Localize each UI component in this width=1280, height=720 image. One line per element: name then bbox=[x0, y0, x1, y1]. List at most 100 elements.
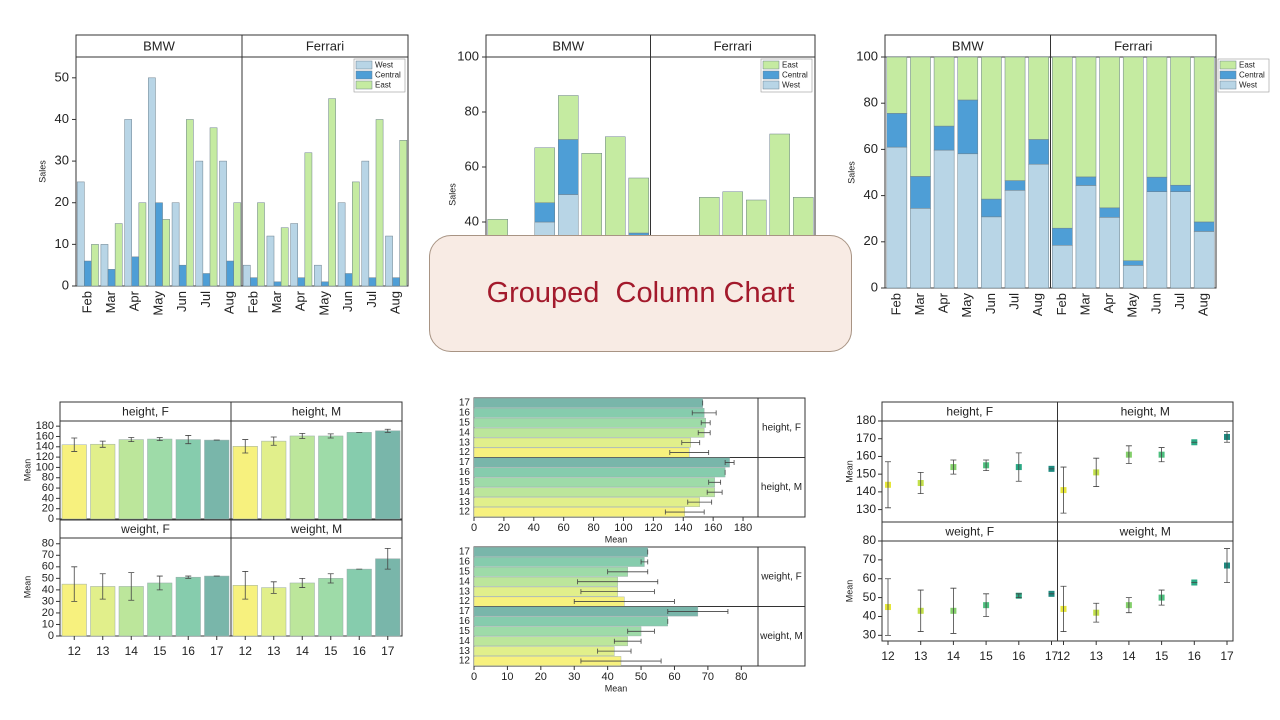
y-axis-label: Mean bbox=[22, 459, 32, 482]
y-tick-label: 140 bbox=[36, 441, 54, 453]
x-tick-label: 140 bbox=[674, 522, 692, 534]
error-bar bbox=[128, 437, 135, 443]
x-tick-label: 80 bbox=[735, 671, 747, 683]
bar bbox=[473, 408, 705, 418]
y-tick-label: 30 bbox=[42, 595, 54, 607]
y-tick-label: 40 bbox=[863, 609, 877, 623]
error-bar bbox=[664, 509, 705, 515]
y-tick-label: 0 bbox=[48, 630, 54, 642]
y-tick-label: 160 bbox=[856, 449, 876, 463]
x-tick-label: 13 bbox=[96, 644, 110, 658]
x-tick-label: Aug bbox=[222, 291, 237, 314]
x-tick-label: Aug bbox=[1196, 293, 1211, 316]
y-axis-label: Mean bbox=[844, 580, 854, 603]
error-bar bbox=[700, 420, 711, 426]
y-tick-label: 40 bbox=[42, 584, 54, 596]
bar bbox=[981, 216, 1002, 289]
panel-title: height, F bbox=[122, 405, 169, 419]
error-bar bbox=[597, 648, 632, 654]
bar bbox=[91, 244, 99, 287]
bar bbox=[473, 447, 690, 458]
x-tick-label: Apr bbox=[936, 292, 951, 313]
legend-label: West bbox=[375, 61, 394, 70]
y-tick-label: 60 bbox=[864, 141, 878, 156]
y-tick-label: 17 bbox=[459, 457, 471, 468]
y-tick-label: 60 bbox=[465, 158, 479, 173]
error-bar bbox=[185, 575, 192, 579]
y-tick-label: 12 bbox=[459, 507, 471, 518]
x-tick-label: Feb bbox=[1054, 293, 1069, 315]
error-bar bbox=[71, 566, 78, 602]
x-tick-label: 16 bbox=[353, 644, 367, 658]
y-tick-label: 16 bbox=[459, 557, 471, 568]
error-bar bbox=[706, 489, 723, 495]
panel-title: height, M bbox=[761, 482, 802, 493]
error-bar bbox=[1093, 457, 1100, 487]
bar bbox=[473, 557, 645, 567]
bar bbox=[1193, 221, 1215, 232]
bar bbox=[175, 576, 201, 637]
bar bbox=[337, 202, 346, 287]
y-tick-label: 180 bbox=[36, 420, 54, 432]
bar bbox=[1146, 176, 1168, 192]
error-bar bbox=[1224, 431, 1230, 443]
panel-title: height, M bbox=[292, 405, 341, 419]
error-bar bbox=[627, 628, 655, 634]
x-tick-label: May bbox=[959, 293, 974, 318]
y-tick-label: 20 bbox=[55, 194, 69, 209]
bar bbox=[605, 136, 626, 242]
error-bar bbox=[640, 559, 649, 565]
bar bbox=[957, 56, 979, 101]
x-tick-label: 100 bbox=[614, 522, 632, 534]
error-bar bbox=[71, 437, 78, 452]
y-tick-label: 20 bbox=[42, 503, 54, 515]
bar bbox=[261, 440, 287, 520]
x-tick-label: 0 bbox=[471, 671, 477, 683]
x-tick-label: 0 bbox=[471, 522, 477, 534]
error-bar bbox=[580, 589, 655, 595]
bar bbox=[886, 56, 908, 114]
bar bbox=[195, 160, 204, 287]
bar bbox=[346, 568, 372, 637]
error-bar bbox=[697, 430, 711, 436]
x-tick-label: Jun bbox=[983, 293, 998, 314]
y-tick-label: 50 bbox=[42, 572, 54, 584]
y-tick-label: 40 bbox=[465, 213, 479, 228]
error-bar bbox=[1015, 452, 1022, 482]
bar bbox=[473, 457, 730, 468]
bar bbox=[290, 223, 298, 287]
x-tick-label: 17 bbox=[1220, 649, 1234, 663]
y-tick-label: 100 bbox=[856, 48, 878, 63]
bar bbox=[233, 202, 242, 287]
x-tick-label: 14 bbox=[296, 644, 310, 658]
y-tick-label: 80 bbox=[42, 472, 54, 484]
bar bbox=[368, 277, 377, 287]
x-tick-label: May bbox=[150, 291, 165, 316]
error-bar bbox=[917, 471, 924, 495]
error-bar bbox=[242, 439, 249, 454]
bar bbox=[473, 477, 715, 488]
legend-swatch bbox=[355, 70, 373, 80]
y-axis-label: Sales bbox=[37, 160, 47, 183]
error-bar bbox=[1015, 593, 1022, 599]
y-tick-label: 160 bbox=[36, 430, 54, 442]
bar bbox=[910, 56, 931, 177]
bar bbox=[558, 139, 579, 195]
bar bbox=[1122, 260, 1144, 266]
y-tick-label: 14 bbox=[459, 576, 471, 587]
bar bbox=[1075, 56, 1097, 178]
y-tick-label: 150 bbox=[856, 466, 876, 480]
x-tick-label: 80 bbox=[587, 522, 599, 534]
bar bbox=[1146, 191, 1168, 289]
bar bbox=[1004, 56, 1026, 181]
y-tick-label: 14 bbox=[459, 636, 471, 647]
bar bbox=[226, 260, 234, 287]
x-tick-label: Jul bbox=[364, 291, 379, 308]
x-tick-label: Jun bbox=[340, 291, 355, 312]
bar bbox=[473, 497, 700, 507]
x-tick-label: 50 bbox=[635, 671, 647, 683]
bar bbox=[131, 256, 140, 287]
y-tick-label: 13 bbox=[459, 437, 471, 448]
bar bbox=[628, 177, 649, 234]
error-bar bbox=[669, 450, 710, 456]
